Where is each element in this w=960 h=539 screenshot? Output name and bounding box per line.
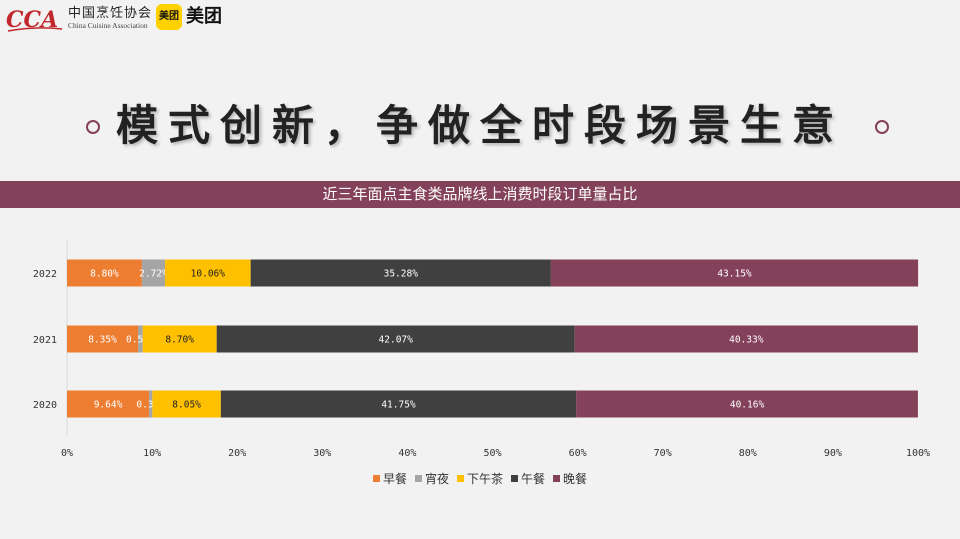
chart-legend: 早餐 宵夜 下午茶 午餐 晚餐 (0, 470, 960, 487)
x-tick-label: 100% (906, 448, 930, 459)
meituan-logo-text: 美团 (186, 6, 222, 27)
x-tick-label: 30% (313, 448, 331, 459)
data-label: 35.28% (384, 269, 419, 280)
data-label: 8.80% (90, 269, 119, 280)
bar-segment (138, 325, 143, 353)
data-label: 41.75% (381, 400, 416, 411)
data-label: 8.35% (88, 335, 117, 346)
bar-segment (220, 390, 577, 418)
category-label: 2022 (33, 269, 57, 280)
data-label: 2.72% (139, 269, 168, 280)
legend-swatch (456, 475, 464, 482)
legend-item: 宵夜 (414, 470, 449, 487)
legend-label: 晚餐 (563, 472, 588, 486)
legend-swatch (372, 475, 380, 482)
cca-name-en: China Cuisine Association (68, 21, 148, 30)
bar-segment (152, 390, 221, 418)
legend-item: 晚餐 (553, 470, 587, 487)
x-tick-label: 20% (228, 448, 246, 459)
legend-label: 宵夜 (424, 472, 449, 486)
stacked-bar-chart: 2022 8.80% 2.72% 10.06% 35.28% 43.15% 2021 8.35… (33, 240, 930, 459)
legend-label: 下午茶 (466, 472, 503, 486)
legend-swatch (553, 475, 561, 482)
bar-segment (67, 259, 142, 287)
legend-swatch (414, 475, 422, 482)
x-tick-label: 50% (483, 448, 501, 459)
cca-logo: CCA (6, 7, 63, 33)
legend-item: 早餐 (372, 470, 407, 487)
data-label: 0.54% (126, 335, 155, 346)
bar-segment (67, 325, 139, 353)
cca-logo-text: 中国烹饪协会 China Cuisine Association (68, 6, 152, 31)
legend-label: 早餐 (382, 472, 407, 486)
ring-decoration-right (875, 120, 889, 134)
x-tick-label: 10% (143, 448, 161, 459)
chart-title: 近三年面点主食类品牌线上消费时段订单量占比 (0, 181, 960, 208)
bar-segment (142, 325, 217, 353)
bar-segment (574, 325, 918, 353)
data-label: 43.15% (717, 269, 752, 280)
x-tick-label: 60% (569, 448, 587, 459)
category-label: 2021 (33, 335, 57, 346)
bar-segment (165, 259, 251, 287)
x-tick-label: 40% (398, 448, 416, 459)
ring-decoration-left (86, 120, 100, 134)
meituan-logo-badge: 美团 (156, 4, 182, 30)
legend-swatch (511, 475, 518, 482)
category-label: 2020 (33, 400, 57, 411)
bar-segment (250, 259, 551, 287)
legend-label: 午餐 (521, 472, 546, 486)
legend-item: 午餐 (511, 470, 545, 487)
bar-segment (576, 390, 918, 418)
data-label: 8.70% (165, 335, 194, 346)
bar-segment (216, 325, 575, 353)
data-label: 10.06% (191, 269, 226, 280)
data-label: 8.05% (172, 400, 201, 411)
x-tick-label: 0% (61, 448, 73, 459)
cca-name-cn: 中国烹饪协会 (68, 6, 153, 21)
x-tick-label: 80% (739, 448, 757, 459)
bar-segment (67, 390, 150, 418)
legend-item: 下午茶 (456, 470, 503, 487)
bar-segment (149, 390, 153, 418)
x-tick-label: 70% (654, 448, 672, 459)
svg-text:CCA: CCA (6, 7, 58, 33)
data-label: 9.64% (94, 400, 123, 411)
data-label: 0.39% (136, 400, 165, 411)
data-label: 40.16% (730, 400, 765, 411)
page-title: 模式创新，争做全时段场景生意 (115, 101, 844, 150)
bar-segment (550, 259, 919, 287)
x-tick-label: 90% (824, 448, 842, 459)
data-label: 40.33% (729, 335, 764, 346)
bar-segment (141, 259, 166, 287)
data-label: 42.07% (379, 335, 414, 346)
